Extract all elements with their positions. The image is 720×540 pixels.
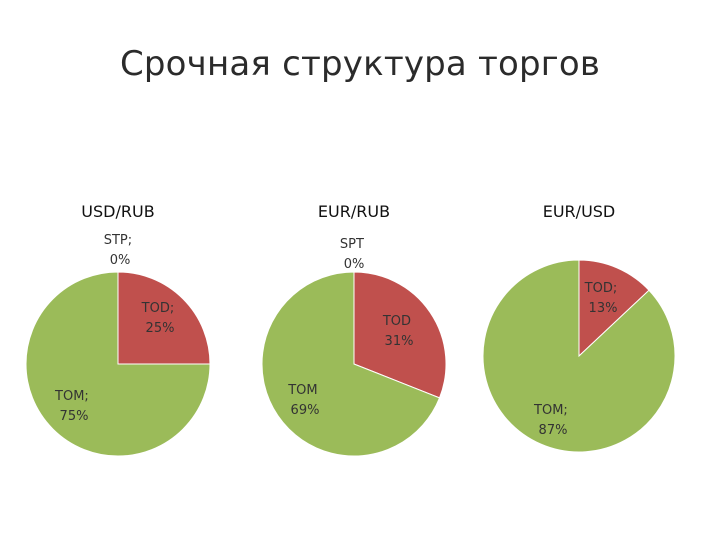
pie-slice-eur-rub-tod	[353, 271, 447, 399]
pie-slice-eur-usd-tom	[482, 259, 676, 453]
pie-chart-usd-rub: USD/RUB STP; 0% TOD; 25% TOM; 75%	[25, 202, 211, 457]
chart-title-eur-rub: EUR/RUB	[318, 202, 390, 221]
slice-label-usd-rub-stp: STP; 0%	[104, 233, 137, 268]
slice-label-eur-rub-tom-value: 69%	[291, 403, 320, 418]
pie-slice-eur-rub-tom	[261, 271, 441, 457]
slice-label-eur-usd-tom: TOM; 87%	[533, 403, 572, 438]
slice-label-usd-rub-tod-name: TOD;	[141, 301, 175, 316]
slice-label-usd-rub-tom: TOM; 75%	[54, 389, 93, 424]
chart-title-eur-usd: EUR/USD	[543, 202, 616, 221]
slice-label-usd-rub-tom-name: TOM;	[54, 389, 89, 404]
slice-label-usd-rub-tod-value: 25%	[146, 321, 175, 336]
slice-label-usd-rub-stp-name: STP;	[104, 233, 132, 248]
slice-label-eur-rub-tod-value: 31%	[385, 334, 414, 349]
slice-label-eur-rub-tom: TOM 69%	[287, 383, 322, 418]
slice-label-usd-rub-tod: TOD; 25%	[141, 301, 179, 336]
slice-label-usd-rub-stp-value: 0%	[110, 253, 131, 268]
slice-label-usd-rub-tom-value: 75%	[60, 409, 89, 424]
slice-label-eur-usd-tod: TOD; 13%	[584, 281, 622, 316]
pie-slice-usd-rub-tom	[25, 271, 211, 457]
slice-label-eur-rub-tom-name: TOM	[287, 383, 317, 398]
slice-label-eur-rub-spt: SPT 0%	[340, 237, 368, 272]
pie-slice-eur-usd-tod	[578, 259, 650, 358]
slice-label-eur-usd-tod-value: 13%	[589, 301, 618, 316]
pie-chart-eur-rub: EUR/RUB SPT 0% TOD 31% TOM 69%	[261, 202, 447, 457]
pie-chart-eur-usd: EUR/USD TOD; 13% TOM; 87%	[482, 202, 676, 453]
slice-label-eur-usd-tom-name: TOM;	[533, 403, 568, 418]
slice-label-eur-usd-tom-value: 87%	[539, 423, 568, 438]
slice-label-eur-rub-spt-name: SPT	[340, 237, 364, 252]
slice-label-eur-usd-tod-name: TOD;	[584, 281, 618, 296]
chart-title-usd-rub: USD/RUB	[81, 202, 154, 221]
pie-slice-usd-rub-tod	[117, 271, 211, 365]
slice-label-eur-rub-tod: TOD 31%	[382, 314, 415, 349]
page-title: Срочная структура торгов	[119, 44, 601, 84]
slice-label-eur-rub-tod-name: TOD	[382, 314, 411, 329]
slice-label-eur-rub-spt-value: 0%	[344, 257, 365, 272]
